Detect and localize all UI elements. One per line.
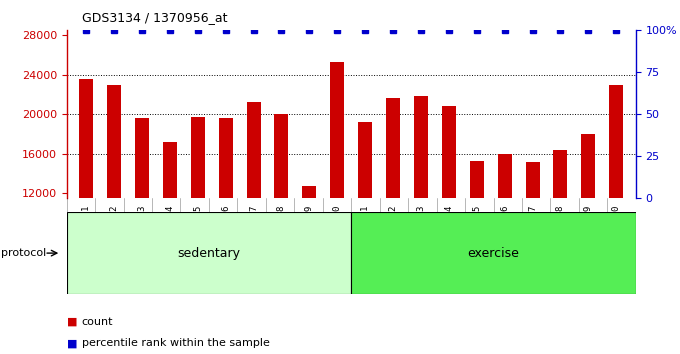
Text: exercise: exercise	[468, 247, 520, 259]
Bar	[219, 118, 233, 198]
Bar	[191, 117, 205, 198]
Text: percentile rank within the sample: percentile rank within the sample	[82, 338, 269, 348]
Bar	[107, 85, 121, 198]
Bar	[526, 162, 539, 198]
Bar	[303, 186, 316, 198]
Bar	[386, 98, 400, 198]
Text: sedentary: sedentary	[177, 247, 241, 259]
Text: count: count	[82, 317, 113, 327]
Bar	[275, 114, 288, 198]
Bar	[330, 62, 344, 198]
Bar	[79, 79, 93, 198]
Bar	[247, 102, 260, 198]
Bar	[358, 122, 372, 198]
Bar	[442, 106, 456, 198]
Bar	[581, 134, 596, 198]
Text: ■: ■	[67, 317, 77, 327]
Bar	[67, 212, 352, 294]
Bar	[470, 161, 483, 198]
Bar	[135, 118, 149, 198]
Bar	[163, 142, 177, 198]
Bar	[352, 212, 636, 294]
Bar	[554, 150, 567, 198]
Text: GDS3134 / 1370956_at: GDS3134 / 1370956_at	[82, 11, 227, 24]
Text: ■: ■	[67, 338, 77, 348]
Bar	[498, 154, 511, 198]
Bar	[609, 85, 624, 198]
Bar	[414, 96, 428, 198]
Text: protocol: protocol	[1, 248, 47, 258]
